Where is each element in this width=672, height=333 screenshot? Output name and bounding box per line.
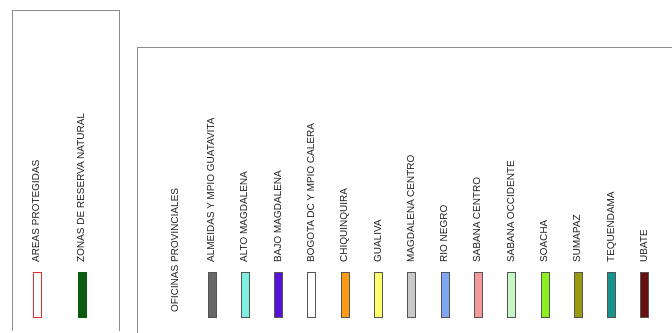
legend-left-label-areas-protegidas: AREAS PROTEGIDAS <box>31 159 42 262</box>
legend-right-label-ubate: UBATE <box>638 229 650 262</box>
legend-left-swatch-zonas-de-reserva-natural <box>77 272 87 318</box>
legend-right-swatch-ubate <box>640 272 650 318</box>
legend-right-swatch-sabana-occidente <box>507 272 517 318</box>
legend-box-protected-areas <box>12 10 120 331</box>
legend-right-label-bajo-magdalena: BAJO MAGDALENA <box>272 170 284 262</box>
legend-right-label-sumapaz: SUMAPAZ <box>572 214 584 262</box>
legend-right-label-rio-negro: RIO NEGRO <box>439 204 451 262</box>
legend-right-swatch-bogota-dc-y-mpio-calera <box>307 272 317 318</box>
legend-left-label-zonas-de-reserva-natural: ZONAS DE RESERVA NATURAL <box>76 113 87 262</box>
legend-right-swatch-chiquinquira <box>340 272 350 318</box>
legend-right-swatch-rio-negro <box>440 272 450 318</box>
legend-right-swatch-soacha <box>540 272 550 318</box>
legend-heading-oficinas-provinciales: OFICINAS PROVINCIALES <box>170 188 181 312</box>
legend-right-label-alto-magdalena: ALTO MAGDALENA <box>239 171 251 262</box>
legend-right-label-tequendama: TEQUENDAMA <box>605 191 617 262</box>
legend-right-label-bogota-dc-y-mpio-calera: BOGOTA DC Y MPIO CALERA <box>305 123 317 262</box>
legend-right-label-sabana-centro: SABANA CENTRO <box>472 176 484 262</box>
legend-right-swatch-almeidas-y-mpio-guatavita <box>207 272 217 318</box>
legend-right-swatch-bajo-magdalena <box>274 272 284 318</box>
legend-right-label-sabana-occidente: SABANA OCCIDENTE <box>505 160 517 262</box>
legend-right-swatch-sabana-centro <box>473 272 483 318</box>
legend-right-label-magdalena-centro: MAGDALENA CENTRO <box>405 154 417 262</box>
legend-right-label-soacha: SOACHA <box>539 219 550 262</box>
legend-box-provincial-offices <box>137 47 672 333</box>
legend-left-swatch-areas-protegidas <box>32 272 42 318</box>
legend-right-swatch-sumapaz <box>573 272 583 318</box>
legend-right-label-gualiva: GUALIVA <box>372 219 384 262</box>
legend-right-swatch-magdalena-centro <box>407 272 417 318</box>
legend-right-swatch-tequendama <box>607 272 617 318</box>
legend-right-label-chiquinquira: CHIQUINQUIRA <box>339 188 351 262</box>
legend-right-swatch-gualiva <box>374 272 383 318</box>
legend-right-label-almeidas-y-mpio-guatavita: ALMEIDAS Y MPIO GUATAVITA <box>206 117 217 262</box>
legend-right-swatch-alto-magdalena <box>240 272 250 318</box>
